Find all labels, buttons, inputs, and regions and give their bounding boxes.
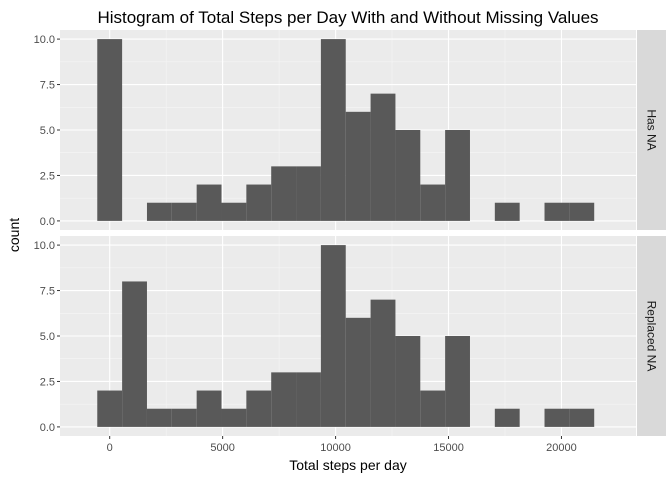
histogram-bar — [271, 166, 297, 221]
y-axis-title: count — [6, 218, 22, 252]
histogram-bar — [146, 408, 172, 427]
histogram-bar — [569, 202, 595, 221]
histogram-bar — [445, 130, 470, 221]
x-tick-label: 15000 — [433, 442, 464, 454]
x-axis-title: Total steps per day — [289, 457, 407, 473]
histogram-bar — [320, 245, 346, 427]
histogram-bar — [221, 202, 247, 221]
y-tick-label: 10.0 — [34, 34, 55, 46]
histogram-bar — [494, 202, 520, 221]
panel-has-na: 0.0 2.5 5.0 7.5 10.0 Has NA — [34, 30, 666, 230]
histogram-bar — [420, 184, 446, 221]
histogram-bar — [171, 202, 197, 221]
histogram-bar — [97, 39, 123, 221]
x-tick-label: 5000 — [210, 442, 234, 454]
y-tick-label: 0.0 — [40, 422, 55, 434]
histogram-bar — [345, 317, 371, 427]
histogram-bar — [395, 130, 421, 221]
y-tick-label: 7.5 — [40, 286, 55, 298]
x-tick-label: 0 — [107, 442, 113, 454]
histogram-bar — [370, 93, 396, 221]
histogram-bar — [296, 166, 321, 221]
facet-strip — [637, 236, 666, 436]
histogram-bar — [544, 202, 570, 221]
histogram-bar — [296, 372, 321, 427]
histogram-bar — [246, 184, 272, 221]
facet-strip — [637, 30, 666, 230]
histogram-bar — [97, 390, 123, 427]
histogram-bar — [345, 111, 371, 221]
histogram-bar — [221, 408, 247, 427]
histogram-bar — [246, 390, 272, 427]
y-tick-label: 10.0 — [34, 240, 55, 252]
histogram-bar — [171, 408, 197, 427]
histogram-bar — [569, 408, 595, 427]
panel-replaced-na: 0.0 2.5 5.0 7.5 10.0 Replaced NA — [34, 236, 666, 436]
histogram-bar — [544, 408, 570, 427]
histogram-bar — [146, 202, 172, 221]
histogram-bar — [196, 184, 222, 221]
y-tick-label: 5.0 — [40, 125, 55, 137]
x-axis: 0 5000 10000 15000 20000 — [107, 436, 577, 454]
x-tick-label: 20000 — [546, 442, 577, 454]
y-tick-label: 5.0 — [40, 331, 55, 343]
histogram-bar — [445, 336, 470, 427]
histogram-bar — [370, 299, 396, 427]
histogram-bar — [420, 390, 446, 427]
facet-strip-label: Replaced NA — [645, 301, 659, 372]
histogram-bar — [196, 390, 222, 427]
x-tick-label: 10000 — [320, 442, 351, 454]
y-tick-label: 2.5 — [40, 376, 55, 388]
y-tick-label: 0.0 — [40, 216, 55, 228]
histogram-bar — [122, 281, 147, 427]
facet-strip-label: Has NA — [645, 109, 659, 150]
histogram-bar — [494, 408, 520, 427]
histogram-bar — [395, 336, 421, 427]
facet-panels: 0.0 2.5 5.0 7.5 10.0 Has NA 0.0 2.5 5.0 7.5 10.0 Re… — [34, 30, 666, 436]
y-tick-label: 2.5 — [40, 170, 55, 182]
histogram-bar — [320, 39, 346, 221]
histogram-bar — [271, 372, 297, 427]
chart-title: Histogram of Total Steps per Day With an… — [97, 8, 598, 27]
y-tick-label: 7.5 — [40, 80, 55, 92]
